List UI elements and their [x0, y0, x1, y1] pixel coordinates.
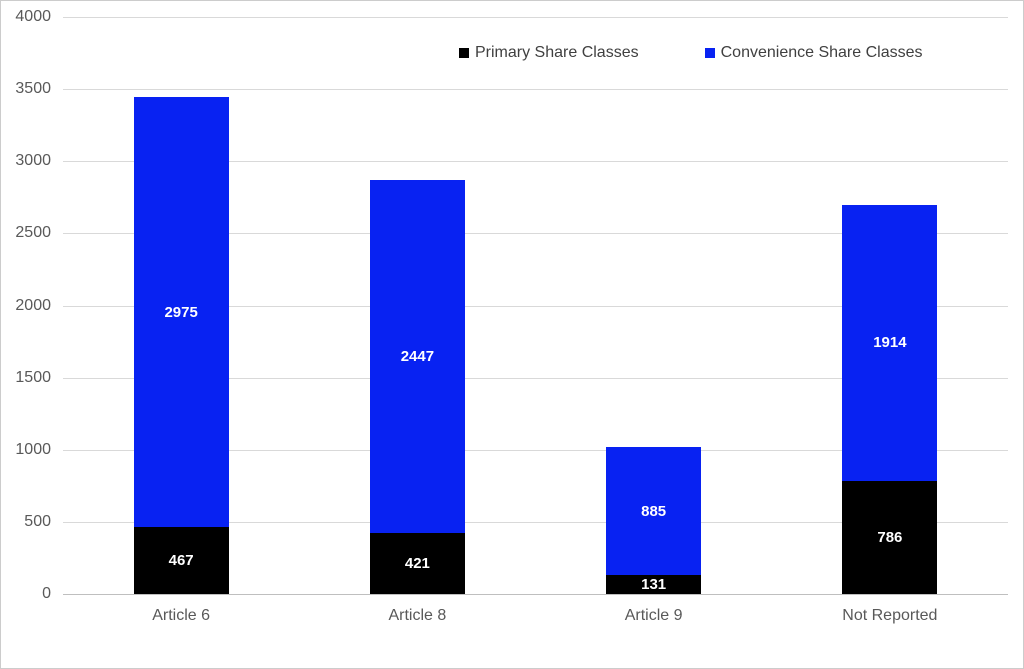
y-axis-tick-label: 2000 — [15, 296, 51, 314]
legend-item-convenience: Convenience Share Classes — [704, 44, 923, 62]
y-axis-tick-label: 1000 — [15, 440, 51, 458]
bar-segment-primary: 131 — [606, 575, 702, 594]
gridline — [63, 521, 1008, 523]
legend-label-primary: Primary Share Classes — [475, 44, 639, 61]
bar-segment-primary: 786 — [842, 480, 938, 594]
gridline — [63, 161, 1008, 163]
y-axis-tick-label: 2500 — [15, 224, 51, 242]
y-axis-tick-label: 3000 — [15, 152, 51, 170]
gridline — [63, 17, 1008, 18]
y-axis-tick-label: 0 — [42, 585, 51, 602]
y-axis-tick-label: 4000 — [15, 8, 51, 25]
bar-data-label: 467 — [168, 551, 194, 569]
gridline — [63, 89, 1008, 91]
bar-data-label: 2975 — [164, 303, 198, 321]
legend-swatch-primary-icon — [459, 48, 469, 58]
bar-segment-convenience: 2975 — [133, 97, 229, 527]
bar-data-label: 1914 — [873, 334, 907, 352]
legend-item-primary: Primary Share Classes — [459, 44, 639, 62]
bar-segment-primary: 421 — [369, 533, 465, 594]
bar-segment-convenience: 1914 — [842, 204, 938, 481]
bar-data-label: 885 — [641, 502, 667, 520]
legend-swatch-convenience-icon — [704, 48, 715, 58]
gridline — [63, 449, 1008, 451]
x-axis-category-label: Article 9 — [624, 607, 683, 624]
x-axis-line — [63, 594, 1008, 595]
y-axis-tick-label: 3500 — [15, 80, 51, 98]
bar-segment-convenience: 885 — [606, 447, 702, 576]
legend-label-convenience: Convenience Share Classes — [720, 44, 923, 61]
y-axis-tick-label: 500 — [24, 512, 51, 530]
bar-data-label: 2447 — [400, 348, 435, 366]
bar-data-label: 786 — [877, 528, 903, 546]
bar-segment-convenience: 2447 — [369, 180, 465, 534]
gridline — [63, 305, 1008, 307]
bar-data-label: 421 — [404, 555, 430, 573]
bar-segment-primary: 467 — [133, 526, 229, 594]
chart-legend: Primary Share Classes Convenience Share … — [459, 44, 923, 62]
y-axis-tick-label: 1500 — [15, 368, 51, 386]
x-axis-category-label: Article 6 — [152, 607, 211, 624]
gridline — [63, 377, 1008, 379]
gridline — [63, 233, 1008, 235]
bar-data-label: 131 — [641, 576, 667, 594]
x-axis-category-label: Article 8 — [388, 607, 447, 624]
x-axis-category-label: Not Reported — [842, 607, 938, 624]
